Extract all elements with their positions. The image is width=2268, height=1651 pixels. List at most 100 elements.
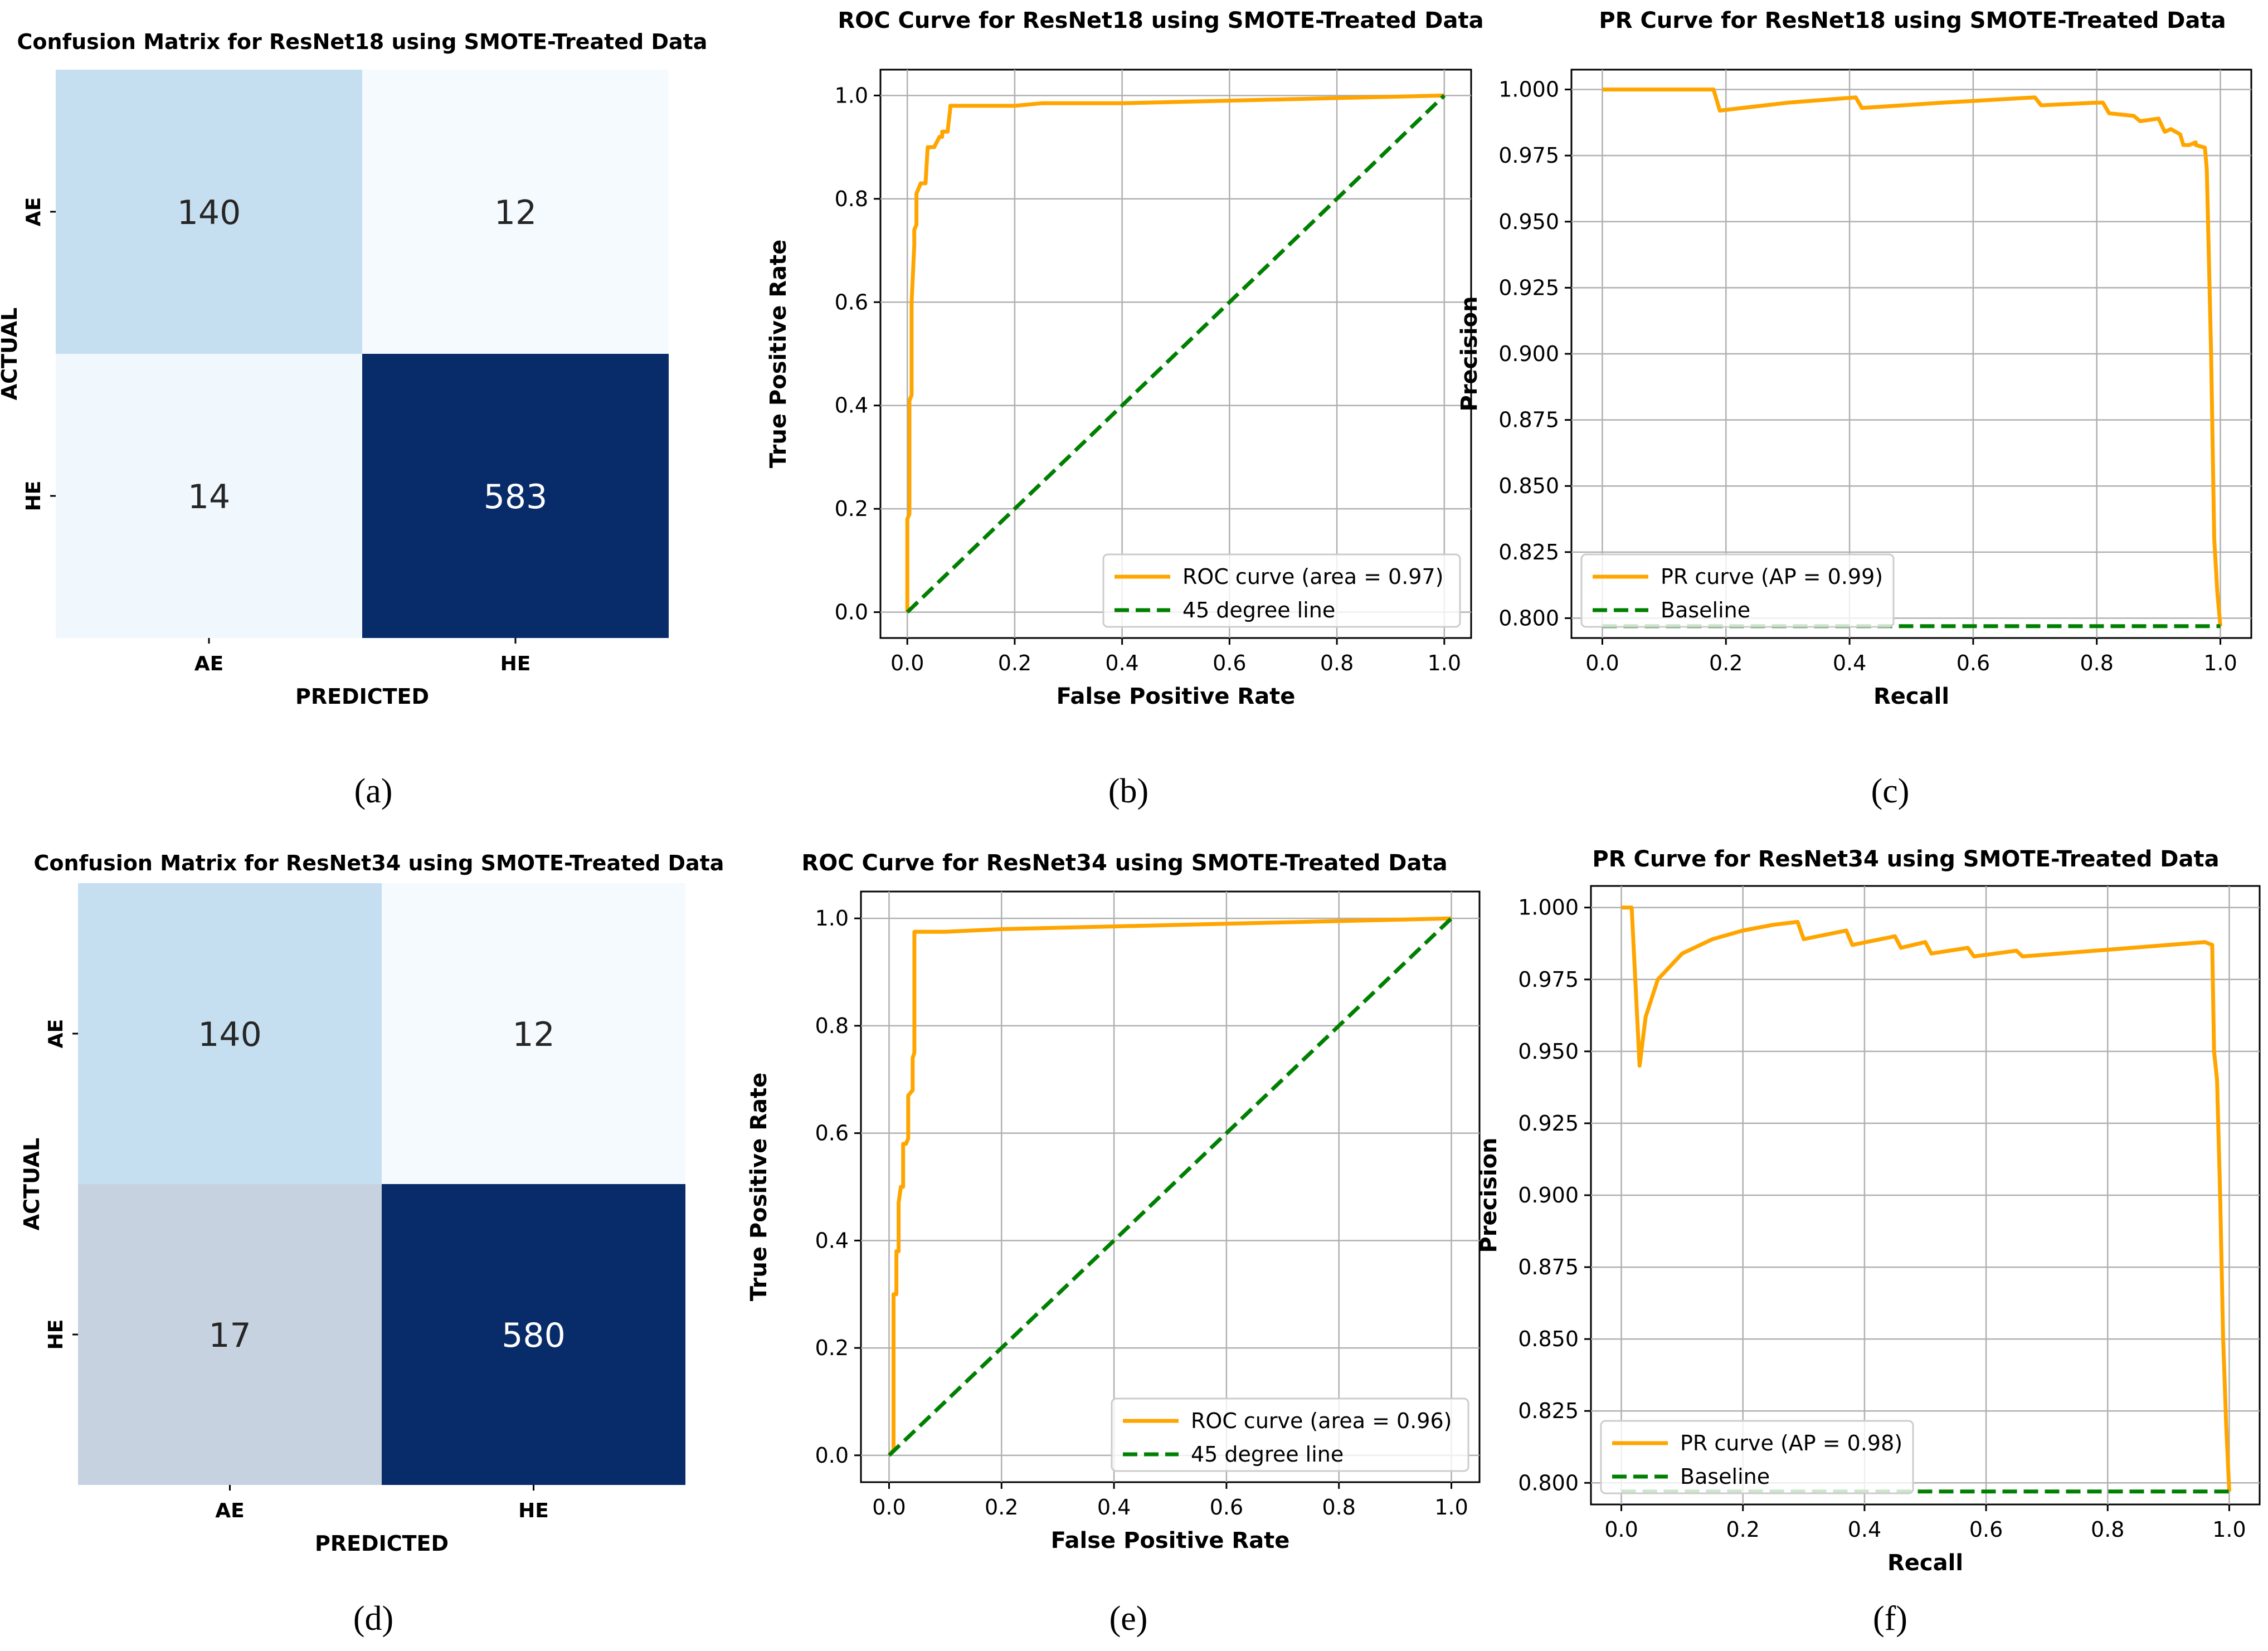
x-tick-label: 0.2 bbox=[985, 1495, 1018, 1519]
panel-label-d: (d) bbox=[353, 1600, 394, 1638]
heatmap-cell bbox=[362, 354, 669, 638]
x-tick-label: 0.0 bbox=[1604, 1517, 1638, 1542]
heatmap-cell-label: 140 bbox=[198, 1015, 262, 1054]
y-tick-label: 1.0 bbox=[815, 906, 849, 931]
y-tick-label: 0.875 bbox=[1518, 1255, 1579, 1279]
heatmap-cell-label: 14 bbox=[188, 478, 230, 517]
legend-entry: 45 degree line bbox=[1191, 1442, 1344, 1467]
legend bbox=[1102, 553, 1461, 628]
series-line bbox=[1602, 87, 2222, 627]
chart-title: Confusion Matrix for ResNet18 using SMOT… bbox=[17, 30, 708, 54]
y-tick-label: 0.8 bbox=[835, 187, 868, 211]
y-axis-label: Precision bbox=[1457, 296, 1482, 411]
x-tick-label: 0.0 bbox=[872, 1495, 906, 1519]
legend bbox=[1580, 553, 1895, 628]
line-chart-b: 0.0 0.2 0.4 0.6 0.8 1.0 0.0 0.2 0.4 0.6 0.8 1.0 ROC … bbox=[766, 8, 1484, 709]
legend bbox=[1600, 1420, 1914, 1494]
x-tick-label: 0.4 bbox=[1105, 651, 1138, 675]
x-tick-label: HE bbox=[500, 652, 531, 675]
x-tick-label: 0.2 bbox=[1726, 1517, 1760, 1542]
y-tick-label: 0.925 bbox=[1518, 1111, 1579, 1136]
y-tick-label: 0.875 bbox=[1498, 408, 1559, 432]
y-tick-label: AE bbox=[45, 1019, 67, 1048]
y-tick-label: 0.850 bbox=[1518, 1327, 1579, 1351]
y-axis-label: ACTUAL bbox=[0, 308, 22, 401]
x-tick-label: HE bbox=[518, 1499, 549, 1522]
series-line bbox=[1621, 905, 2231, 1492]
y-tick-label: 0.900 bbox=[1498, 342, 1559, 366]
x-tick-label: 0.0 bbox=[890, 651, 924, 675]
heatmap-cell bbox=[78, 883, 382, 1184]
panel-label-e: (e) bbox=[1109, 1600, 1148, 1638]
legend-entry: Baseline bbox=[1680, 1464, 1770, 1489]
y-tick-label: HE bbox=[45, 1319, 67, 1350]
confusion-matrix-d: 140 12 17 580 AE HE AE HE PREDICTED ACTUAL Confusi… bbox=[20, 851, 724, 1556]
y-tick-label: 0.6 bbox=[815, 1121, 849, 1146]
x-tick-label: 0.2 bbox=[1709, 651, 1743, 675]
x-axis-label: PREDICTED bbox=[315, 1531, 449, 1556]
y-tick-label: 0.850 bbox=[1498, 474, 1559, 498]
y-tick-label: 0.4 bbox=[815, 1228, 849, 1253]
legend-entry: ROC curve (area = 0.97) bbox=[1182, 564, 1443, 589]
x-tick-label: 0.2 bbox=[998, 651, 1031, 675]
y-tick-label: 0.950 bbox=[1498, 210, 1559, 234]
y-tick-label: 0.975 bbox=[1498, 143, 1559, 168]
x-axis-label: Recall bbox=[1887, 1550, 1963, 1576]
y-tick-label: 1.000 bbox=[1518, 895, 1579, 920]
heatmap-cell-label: 17 bbox=[208, 1316, 251, 1355]
heatmap-cell-label: 583 bbox=[484, 478, 548, 517]
y-tick-label: 0.825 bbox=[1498, 540, 1559, 564]
chart-title: PR Curve for ResNet18 using SMOTE-Treate… bbox=[1599, 8, 2226, 33]
x-tick-label: 0.8 bbox=[2080, 651, 2114, 675]
x-axis-label: PREDICTED bbox=[295, 684, 429, 709]
heatmap-cell bbox=[382, 1184, 685, 1485]
legend-entry: PR curve (AP = 0.98) bbox=[1680, 1431, 1902, 1455]
chart-title: ROC Curve for ResNet34 using SMOTE-Treat… bbox=[801, 850, 1447, 876]
x-tick-label: 0.4 bbox=[1097, 1495, 1131, 1519]
y-axis-label: ACTUAL bbox=[20, 1138, 44, 1231]
panel-label-c: (c) bbox=[1871, 772, 1910, 810]
panel-label-a: (a) bbox=[354, 772, 393, 810]
x-tick-label: 1.0 bbox=[2203, 651, 2237, 675]
confusion-matrix-a: 140 12 14 583 AE HE AE HE PREDICTED ACTUAL Confusi… bbox=[0, 30, 707, 709]
heatmap-cell bbox=[362, 70, 669, 354]
x-tick-label: 0.4 bbox=[1833, 651, 1866, 675]
x-tick-label: 0.8 bbox=[1322, 1495, 1356, 1519]
series-line bbox=[888, 917, 1453, 1457]
panel-label-f: (f) bbox=[1873, 1600, 1907, 1638]
chart-title: ROC Curve for ResNet18 using SMOTE-Treat… bbox=[838, 8, 1483, 33]
legend-entry: 45 degree line bbox=[1182, 598, 1335, 622]
x-tick-label: 0.6 bbox=[1210, 1495, 1243, 1519]
y-tick-label: 0.800 bbox=[1518, 1470, 1579, 1495]
y-tick-label: 0.6 bbox=[835, 290, 868, 314]
heatmap-cell bbox=[56, 70, 362, 354]
heatmap-cell-label: 580 bbox=[502, 1316, 566, 1355]
legend-entry: Baseline bbox=[1661, 598, 1750, 622]
x-axis-label: False Positive Rate bbox=[1051, 1528, 1290, 1553]
heatmap-cell-label: 140 bbox=[177, 193, 241, 232]
y-tick-label: 0.925 bbox=[1498, 275, 1559, 300]
panel-label-b: (b) bbox=[1108, 772, 1149, 810]
x-tick-label: 0.6 bbox=[1213, 651, 1246, 675]
y-tick-label: 0.950 bbox=[1518, 1039, 1579, 1064]
x-tick-label: AE bbox=[215, 1499, 244, 1522]
x-tick-label: 0.8 bbox=[2091, 1517, 2124, 1542]
legend-entry: ROC curve (area = 0.96) bbox=[1191, 1409, 1452, 1433]
chart-title: PR Curve for ResNet34 using SMOTE-Treate… bbox=[1592, 846, 2219, 872]
line-chart-f: 0.0 0.2 0.4 0.6 0.8 1.0 0.800 0.825 0.850 0.875 0.… bbox=[1476, 846, 2261, 1576]
x-tick-label: 0.0 bbox=[1585, 651, 1619, 675]
heatmap-cell-label: 12 bbox=[494, 193, 537, 232]
y-tick-label: HE bbox=[22, 481, 45, 512]
y-tick-label: 0.800 bbox=[1498, 606, 1559, 630]
x-tick-label: 0.6 bbox=[1969, 1517, 2003, 1542]
x-axis-label: False Positive Rate bbox=[1057, 684, 1296, 709]
y-tick-label: 0.4 bbox=[835, 393, 868, 418]
heatmap-cell-label: 12 bbox=[512, 1015, 554, 1054]
x-tick-label: 1.0 bbox=[1428, 651, 1461, 675]
series-line bbox=[906, 94, 1446, 614]
y-axis-label: True Positive Rate bbox=[746, 1073, 772, 1301]
y-axis-label: True Positive Rate bbox=[766, 240, 791, 468]
x-tick-label: AE bbox=[194, 652, 223, 675]
y-tick-label: 0.8 bbox=[815, 1014, 849, 1038]
